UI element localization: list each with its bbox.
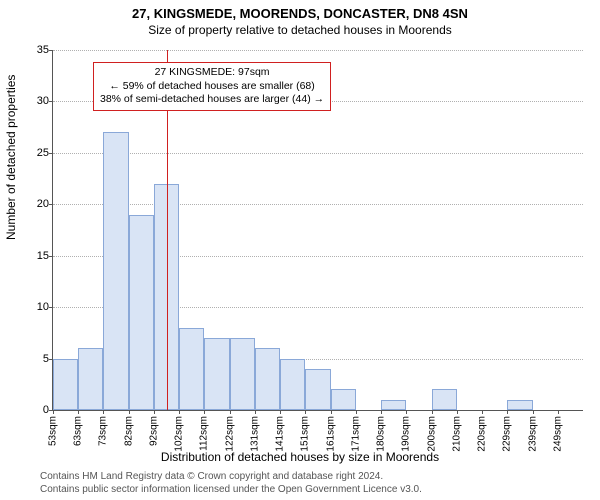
y-tick-label: 5: [43, 353, 49, 365]
x-tick-mark: [381, 410, 382, 414]
x-tick-label: 53sqm: [48, 416, 59, 446]
x-tick-label: 249sqm: [552, 416, 563, 452]
y-tick-label: 30: [37, 95, 49, 107]
histogram-bar: [255, 348, 280, 410]
y-tick-mark: [49, 153, 53, 154]
x-tick-mark: [53, 410, 54, 414]
x-tick-label: 171sqm: [350, 416, 361, 452]
histogram-bar: [53, 359, 78, 410]
x-tick-mark: [356, 410, 357, 414]
credits-line1: Contains HM Land Registry data © Crown c…: [40, 470, 422, 483]
x-tick-label: 229sqm: [502, 416, 513, 452]
histogram-bar: [78, 348, 103, 410]
histogram-bar: [230, 338, 255, 410]
x-tick-mark: [78, 410, 79, 414]
x-tick-mark: [280, 410, 281, 414]
chart-subtitle: Size of property relative to detached ho…: [0, 23, 600, 39]
x-tick-mark: [255, 410, 256, 414]
y-tick-label: 25: [37, 147, 49, 159]
x-tick-mark: [432, 410, 433, 414]
x-tick-mark: [331, 410, 332, 414]
x-tick-label: 82sqm: [123, 416, 134, 446]
chart-title: 27, KINGSMEDE, MOORENDS, DONCASTER, DN8 …: [0, 0, 600, 23]
x-tick-label: 73sqm: [98, 416, 109, 446]
x-tick-mark: [558, 410, 559, 414]
x-tick-label: 161sqm: [325, 416, 336, 452]
x-tick-mark: [457, 410, 458, 414]
credits: Contains HM Land Registry data © Crown c…: [40, 470, 422, 496]
y-tick-mark: [49, 50, 53, 51]
x-tick-mark: [230, 410, 231, 414]
annotation-line2: ← 59% of detached houses are smaller (68…: [100, 80, 324, 94]
x-tick-mark: [305, 410, 306, 414]
x-tick-mark: [204, 410, 205, 414]
grid-line: [53, 153, 583, 154]
annotation-line3: 38% of semi-detached houses are larger (…: [100, 93, 324, 107]
x-tick-label: 92sqm: [148, 416, 159, 446]
x-tick-mark: [406, 410, 407, 414]
y-tick-mark: [49, 204, 53, 205]
x-tick-label: 122sqm: [224, 416, 235, 452]
x-tick-mark: [507, 410, 508, 414]
x-tick-mark: [154, 410, 155, 414]
annotation-line1: 27 KINGSMEDE: 97sqm: [100, 66, 324, 80]
histogram-bar: [381, 400, 406, 410]
annotation-box: 27 KINGSMEDE: 97sqm← 59% of detached hou…: [93, 62, 331, 111]
x-tick-label: 239sqm: [527, 416, 538, 452]
x-tick-label: 112sqm: [199, 416, 210, 451]
x-tick-label: 141sqm: [275, 416, 286, 452]
histogram-bar: [129, 215, 154, 410]
histogram-bar: [280, 359, 305, 410]
y-tick-label: 35: [37, 44, 49, 56]
y-tick-mark: [49, 101, 53, 102]
x-tick-label: 131sqm: [249, 416, 260, 452]
y-tick-label: 10: [37, 301, 49, 313]
credits-line2: Contains public sector information licen…: [40, 483, 422, 496]
y-axis-label: Number of detached properties: [4, 75, 18, 240]
y-tick-label: 20: [37, 198, 49, 210]
x-tick-label: 210sqm: [451, 416, 462, 452]
histogram-bar: [103, 132, 128, 410]
histogram-bar: [331, 389, 356, 410]
x-tick-label: 220sqm: [477, 416, 488, 452]
x-tick-label: 200sqm: [426, 416, 437, 452]
y-tick-mark: [49, 256, 53, 257]
x-tick-label: 102sqm: [174, 416, 185, 452]
x-tick-label: 63sqm: [73, 416, 84, 446]
histogram-bar: [507, 400, 532, 410]
histogram-bar: [179, 328, 204, 410]
histogram-bar: [305, 369, 330, 410]
x-axis-label: Distribution of detached houses by size …: [0, 450, 600, 464]
grid-line: [53, 204, 583, 205]
x-tick-mark: [129, 410, 130, 414]
x-tick-label: 190sqm: [401, 416, 412, 452]
x-tick-label: 180sqm: [376, 416, 387, 452]
histogram-bar: [204, 338, 229, 410]
x-tick-mark: [533, 410, 534, 414]
x-tick-mark: [179, 410, 180, 414]
grid-line: [53, 50, 583, 51]
plot-area: 0510152025303553sqm63sqm73sqm82sqm92sqm1…: [52, 50, 583, 411]
x-tick-mark: [103, 410, 104, 414]
x-tick-label: 151sqm: [300, 416, 311, 452]
y-tick-mark: [49, 307, 53, 308]
y-tick-label: 0: [43, 404, 49, 416]
y-tick-label: 15: [37, 250, 49, 262]
histogram-bar: [432, 389, 457, 410]
x-tick-mark: [482, 410, 483, 414]
